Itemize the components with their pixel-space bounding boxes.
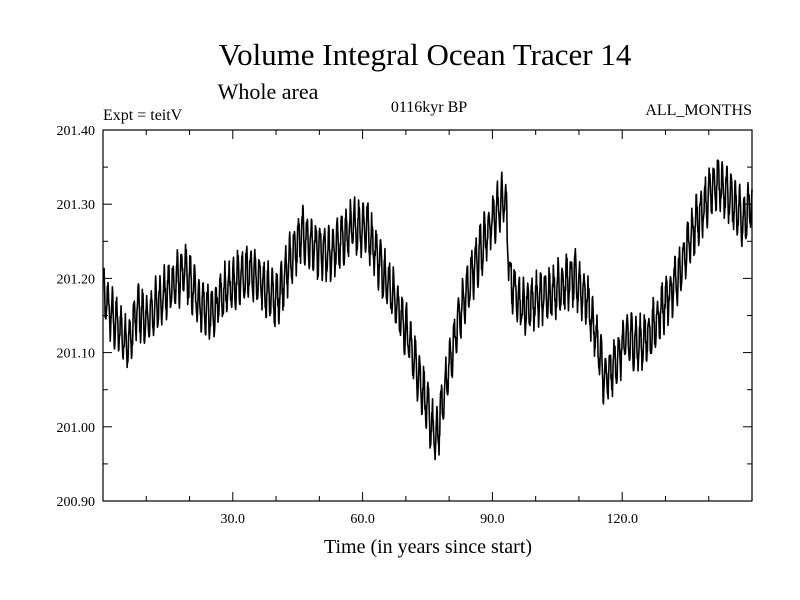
y-tick-label: 201.10 [57,347,96,362]
annotation-right: ALL_MONTHS [645,102,752,119]
y-axis-ticks: 200.90 201.00 201.10 201.20 201.30 201.40 [57,124,752,510]
y-tick-label: 201.40 [57,124,96,139]
x-tick-label: 30.0 [221,512,246,527]
y-tick-label: 200.90 [57,495,96,510]
x-tick-label: 90.0 [480,512,505,527]
x-tick-label: 120.0 [606,512,638,527]
x-axis-ticks: 30.0 60.0 90.0 120.0 [145,130,710,527]
y-tick-label: 201.20 [57,272,96,287]
annotation-center: 0116kyr BP [391,99,467,116]
x-tick-label: 60.0 [350,512,375,527]
plot-frame [102,129,753,502]
annotation-left: Expt = teitV [103,107,183,124]
chart-title: Volume Integral Ocean Tracer 14 [219,37,632,72]
y-tick-label: 201.00 [57,421,96,436]
series-line [102,159,753,461]
chart-subtitle: Whole area [218,79,319,104]
y-tick-label: 201.30 [57,198,96,213]
x-axis-label: Time (in years since start) [324,536,532,558]
